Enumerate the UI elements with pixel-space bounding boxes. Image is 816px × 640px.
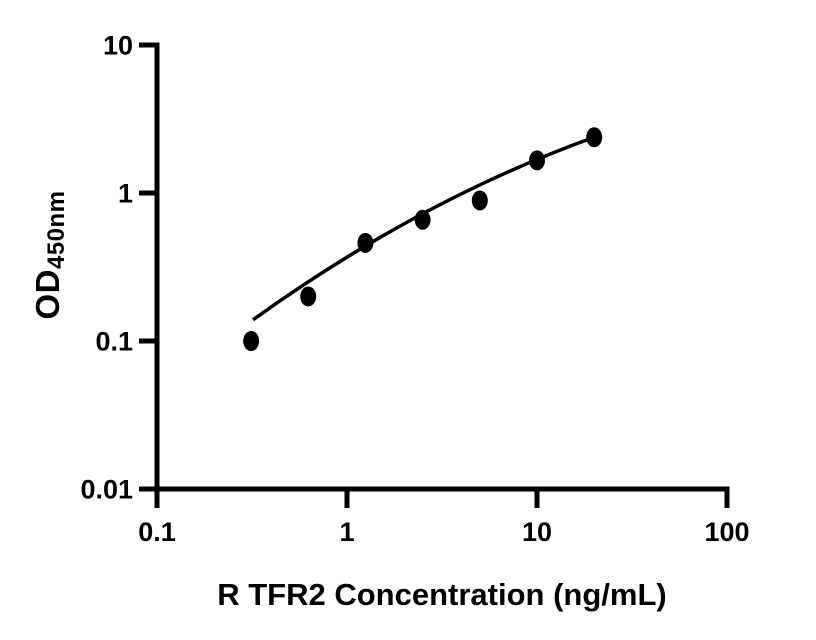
data-point-marker — [586, 127, 603, 148]
data-point-marker — [529, 150, 545, 171]
x-tick-label: 100 — [704, 517, 749, 547]
y-axis-title: OD450nm — [18, 130, 78, 380]
y-axis-title-main: OD — [29, 269, 66, 320]
y-tick-label: 1 — [118, 179, 133, 209]
y-axis-title-subscript: 450nm — [43, 190, 70, 270]
x-tick-label: 1 — [339, 517, 354, 547]
x-axis-title: R TFR2 Concentration (ng/mL) — [217, 577, 667, 612]
y-tick-label: 0.1 — [95, 327, 133, 357]
y-tick-label: 10 — [103, 31, 133, 61]
y-tick-label: 0.01 — [80, 475, 133, 505]
data-point-marker — [471, 190, 488, 211]
x-tick-label: 0.1 — [138, 517, 176, 547]
data-point-marker — [300, 286, 317, 307]
data-point-marker — [414, 209, 431, 230]
data-point-marker — [357, 232, 374, 253]
data-point-marker — [243, 331, 260, 351]
x-tick-label: 10 — [522, 517, 552, 547]
